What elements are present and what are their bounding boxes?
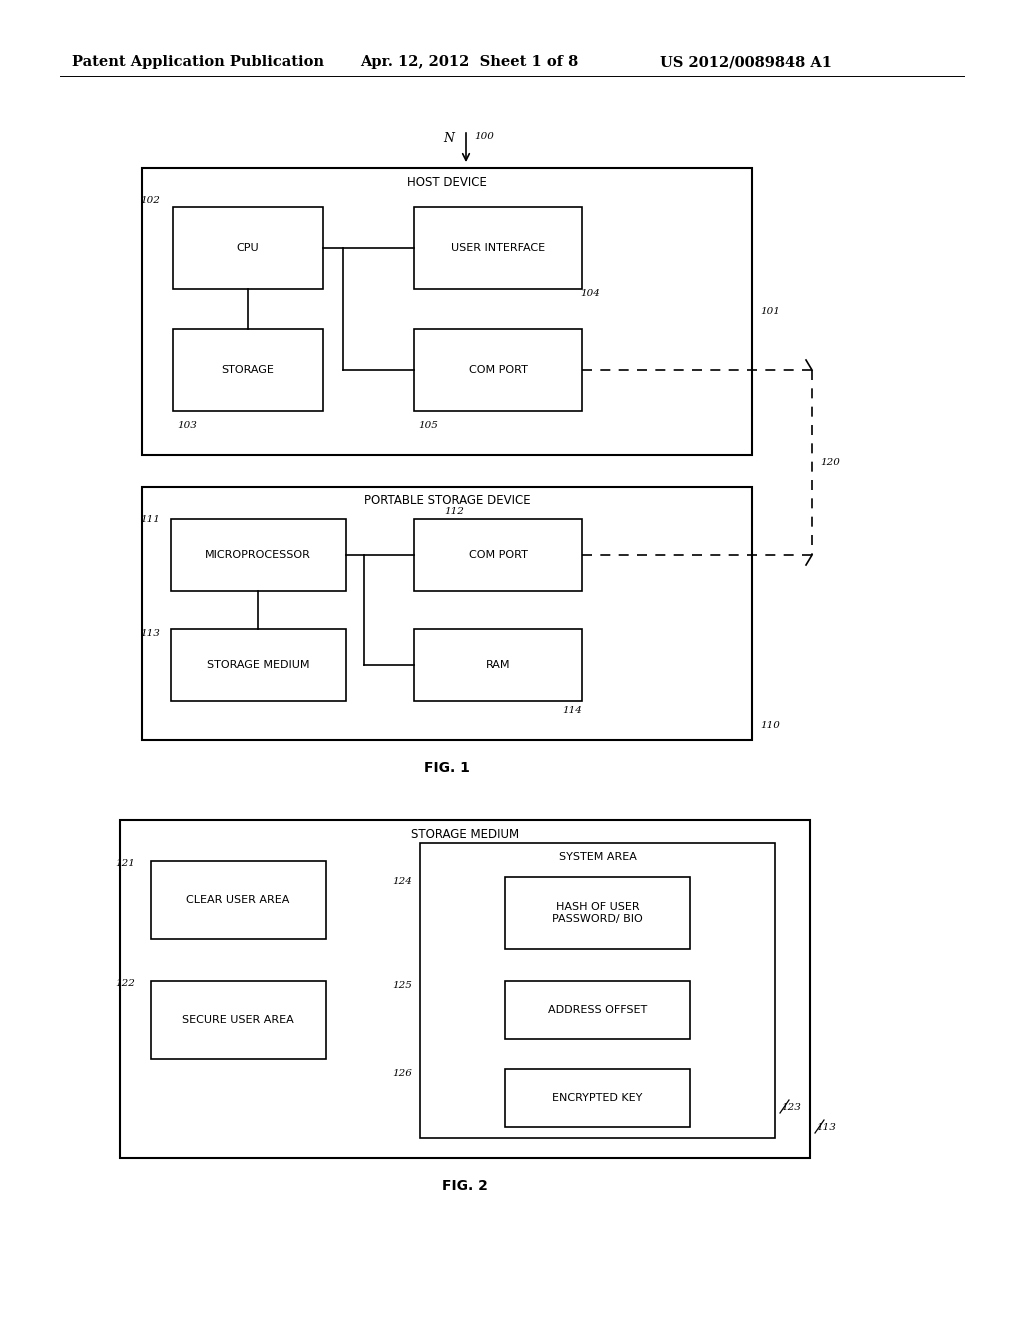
Text: STORAGE: STORAGE: [221, 366, 274, 375]
Text: 101: 101: [760, 308, 780, 315]
Text: US 2012/0089848 A1: US 2012/0089848 A1: [660, 55, 831, 69]
Text: RAM: RAM: [485, 660, 510, 671]
Text: SYSTEM AREA: SYSTEM AREA: [558, 851, 637, 862]
Text: HOST DEVICE: HOST DEVICE: [408, 176, 487, 189]
Text: 104: 104: [580, 289, 600, 298]
Text: 121: 121: [116, 859, 135, 869]
Text: HASH OF USER
PASSWORD/ BIO: HASH OF USER PASSWORD/ BIO: [552, 902, 643, 924]
Text: FIG. 2: FIG. 2: [442, 1179, 488, 1193]
Text: CPU: CPU: [237, 243, 259, 253]
Text: 102: 102: [140, 195, 160, 205]
Text: 126: 126: [392, 1069, 412, 1078]
Text: 105: 105: [418, 421, 438, 430]
Bar: [171, 630, 345, 701]
Bar: [505, 1069, 690, 1127]
Text: STORAGE MEDIUM: STORAGE MEDIUM: [207, 660, 309, 671]
Text: ADDRESS OFFSET: ADDRESS OFFSET: [548, 1005, 647, 1015]
Text: Apr. 12, 2012  Sheet 1 of 8: Apr. 12, 2012 Sheet 1 of 8: [360, 55, 579, 69]
Bar: [414, 630, 582, 701]
Bar: [414, 207, 582, 289]
Bar: [173, 207, 323, 289]
Bar: [171, 519, 345, 591]
Bar: [414, 519, 582, 591]
Text: 123: 123: [781, 1104, 801, 1113]
Text: 125: 125: [392, 981, 412, 990]
Text: COM PORT: COM PORT: [469, 366, 527, 375]
Bar: [120, 820, 810, 1158]
Bar: [151, 981, 326, 1059]
Text: 111: 111: [140, 515, 160, 524]
Text: 113: 113: [816, 1123, 836, 1133]
Text: SECURE USER AREA: SECURE USER AREA: [182, 1015, 294, 1026]
Bar: [142, 487, 752, 741]
Text: COM PORT: COM PORT: [469, 550, 527, 560]
Text: FIG. 1: FIG. 1: [424, 762, 470, 775]
Text: Patent Application Publication: Patent Application Publication: [72, 55, 324, 69]
Text: 112: 112: [444, 507, 464, 516]
Text: 100: 100: [474, 132, 494, 141]
Text: 120: 120: [820, 458, 840, 467]
Text: ENCRYPTED KEY: ENCRYPTED KEY: [552, 1093, 643, 1104]
Text: USER INTERFACE: USER INTERFACE: [451, 243, 545, 253]
Text: STORAGE MEDIUM: STORAGE MEDIUM: [411, 829, 519, 842]
Text: 124: 124: [392, 876, 412, 886]
Bar: [420, 843, 775, 1138]
Text: PORTABLE STORAGE DEVICE: PORTABLE STORAGE DEVICE: [364, 495, 530, 507]
Bar: [142, 168, 752, 455]
Text: 113: 113: [140, 630, 161, 638]
Bar: [151, 861, 326, 939]
Text: MICROPROCESSOR: MICROPROCESSOR: [205, 550, 311, 560]
Bar: [505, 876, 690, 949]
Bar: [414, 329, 582, 411]
Text: 110: 110: [760, 721, 780, 730]
Text: N: N: [443, 132, 454, 144]
Text: 103: 103: [177, 421, 197, 430]
Text: 114: 114: [562, 706, 582, 715]
Bar: [505, 981, 690, 1039]
Text: 122: 122: [116, 979, 135, 987]
Text: CLEAR USER AREA: CLEAR USER AREA: [186, 895, 290, 906]
Bar: [173, 329, 323, 411]
